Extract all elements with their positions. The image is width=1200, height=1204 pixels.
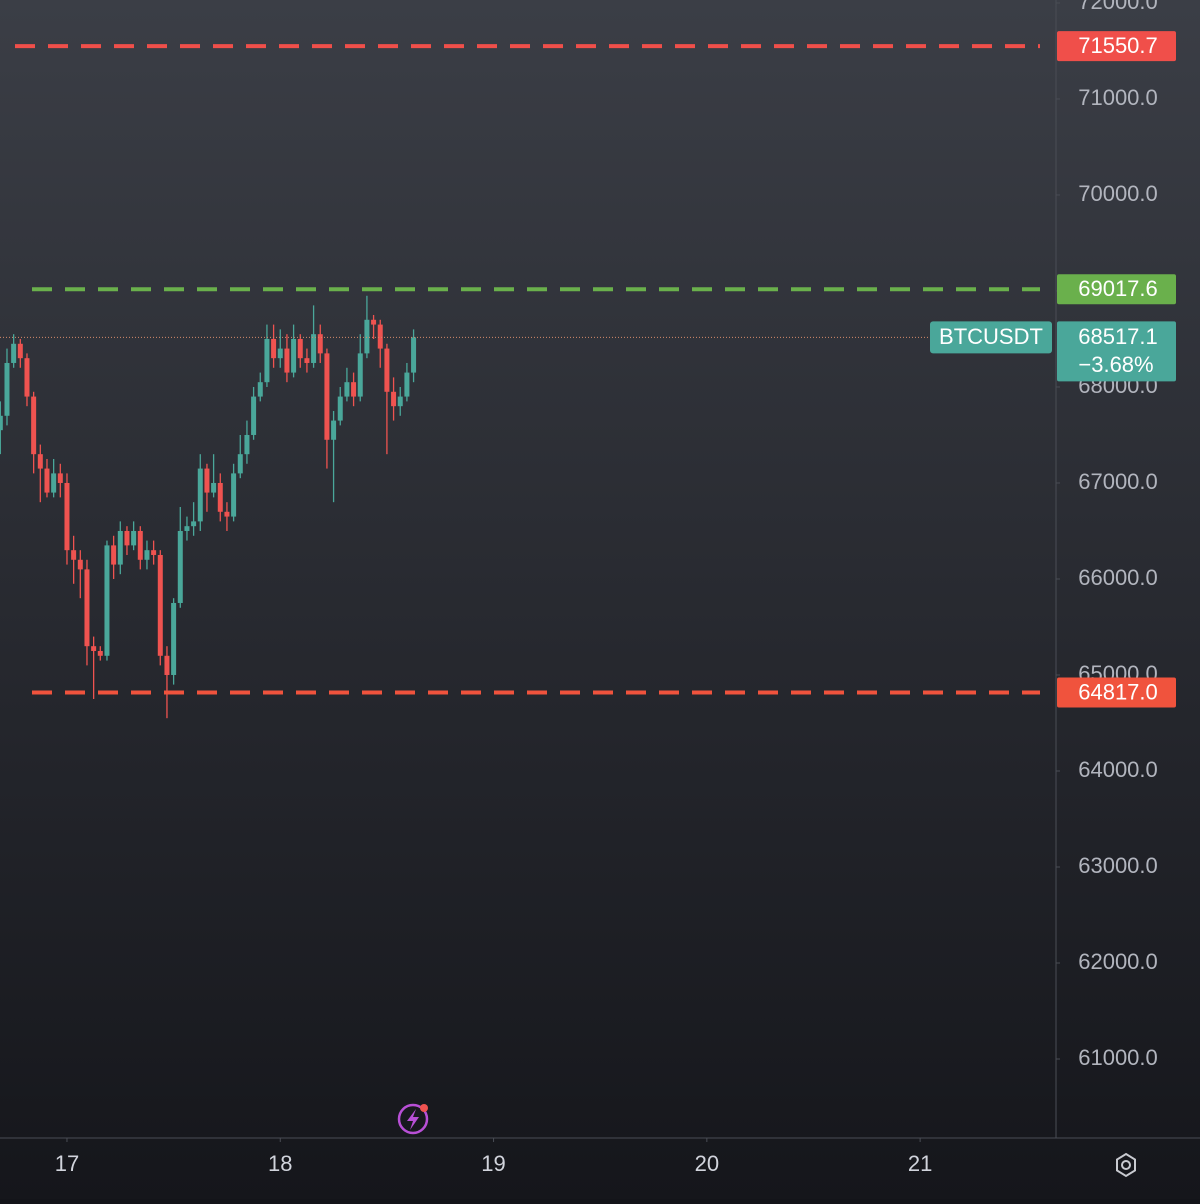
candle-body [37, 454, 43, 469]
y-tick-label: 62000.0 [1078, 949, 1158, 974]
x-tick-label: 18 [268, 1151, 292, 1176]
symbol-box [930, 321, 1052, 354]
candle-body [51, 473, 57, 493]
candle-body [251, 396, 257, 435]
candle-body [71, 550, 77, 560]
candle-body [291, 338, 297, 373]
candle-body [231, 473, 237, 517]
candle-body [164, 655, 170, 675]
x-tick-label: 17 [55, 1151, 79, 1176]
candle-body [17, 343, 23, 359]
candle-body [104, 545, 110, 656]
candle-body [131, 530, 137, 546]
level-label-box [1057, 31, 1176, 62]
candle-body [304, 358, 310, 363]
candle-body [311, 334, 317, 363]
x-tick-label: 21 [908, 1151, 932, 1176]
candle-body [351, 382, 357, 397]
candle-body [204, 468, 210, 493]
y-tick-label: 66000.0 [1078, 565, 1158, 590]
candle-body [337, 396, 343, 421]
candle-body [77, 559, 83, 570]
y-tick-label: 72000.0 [1078, 0, 1158, 14]
candle-body [11, 343, 17, 363]
candle-body [24, 358, 30, 397]
candle-body [364, 319, 370, 354]
candle-body [211, 482, 217, 493]
candle-body [391, 391, 397, 407]
candle-body [384, 348, 390, 392]
level-label: 71550.7 [1078, 33, 1158, 58]
candle-body [91, 646, 97, 651]
candle-body [244, 434, 250, 455]
candle-body [317, 334, 323, 354]
level-label: 69017.6 [1078, 276, 1158, 301]
level-label-box [1057, 274, 1176, 305]
level-label-box [1057, 677, 1176, 708]
candle-body [117, 530, 123, 565]
candle-body [4, 362, 10, 416]
change-label: −3.68% [1078, 352, 1153, 377]
y-tick-label: 64000.0 [1078, 757, 1158, 782]
candle-body [151, 550, 157, 555]
candle-body [64, 482, 70, 551]
candle-body [177, 530, 183, 603]
candle-body [324, 353, 330, 440]
candle-body [0, 415, 3, 431]
candle-body [224, 511, 230, 517]
candle-body [111, 545, 117, 565]
symbol-label: BTCUSDT [939, 324, 1043, 349]
candle-body [124, 530, 130, 546]
candle-body [344, 382, 350, 397]
price-box [1057, 321, 1176, 382]
candle-body [191, 521, 197, 527]
candle-body [97, 650, 103, 656]
candle-body [284, 348, 290, 373]
y-tick-label: 63000.0 [1078, 853, 1158, 878]
candle-body [397, 396, 403, 407]
candle-body [144, 550, 150, 560]
candle-body [157, 554, 163, 656]
candle-body [197, 468, 203, 522]
candle-body [171, 602, 177, 675]
candle-body [411, 337, 417, 373]
candle-body [297, 338, 303, 359]
candle-body [137, 530, 143, 560]
y-tick-label: 71000.0 [1078, 85, 1158, 110]
settings-icon[interactable] [1116, 1152, 1136, 1178]
level-label: 64817.0 [1078, 679, 1158, 704]
flash-icon[interactable] [397, 1103, 429, 1135]
candle-body [217, 482, 223, 512]
candle-body [57, 473, 63, 483]
candle-body [44, 468, 50, 493]
candle-body [257, 382, 263, 397]
x-tick-label: 19 [481, 1151, 505, 1176]
candle-body [371, 319, 377, 325]
x-tick-label: 20 [695, 1151, 719, 1176]
candle-body [84, 569, 90, 647]
price-label: 68517.1 [1078, 324, 1158, 349]
y-tick-label: 61000.0 [1078, 1045, 1158, 1070]
y-tick-label: 67000.0 [1078, 469, 1158, 494]
candle-body [404, 372, 410, 397]
candle-body [357, 353, 363, 397]
candle-body [277, 348, 283, 359]
y-tick-label: 70000.0 [1078, 181, 1158, 206]
candle-body [271, 338, 277, 359]
candle-body [331, 420, 337, 440]
candle-body [264, 338, 270, 383]
candle-body [377, 324, 383, 349]
candle-body [31, 396, 37, 455]
candle-body [237, 454, 243, 474]
candle-body [184, 526, 190, 531]
